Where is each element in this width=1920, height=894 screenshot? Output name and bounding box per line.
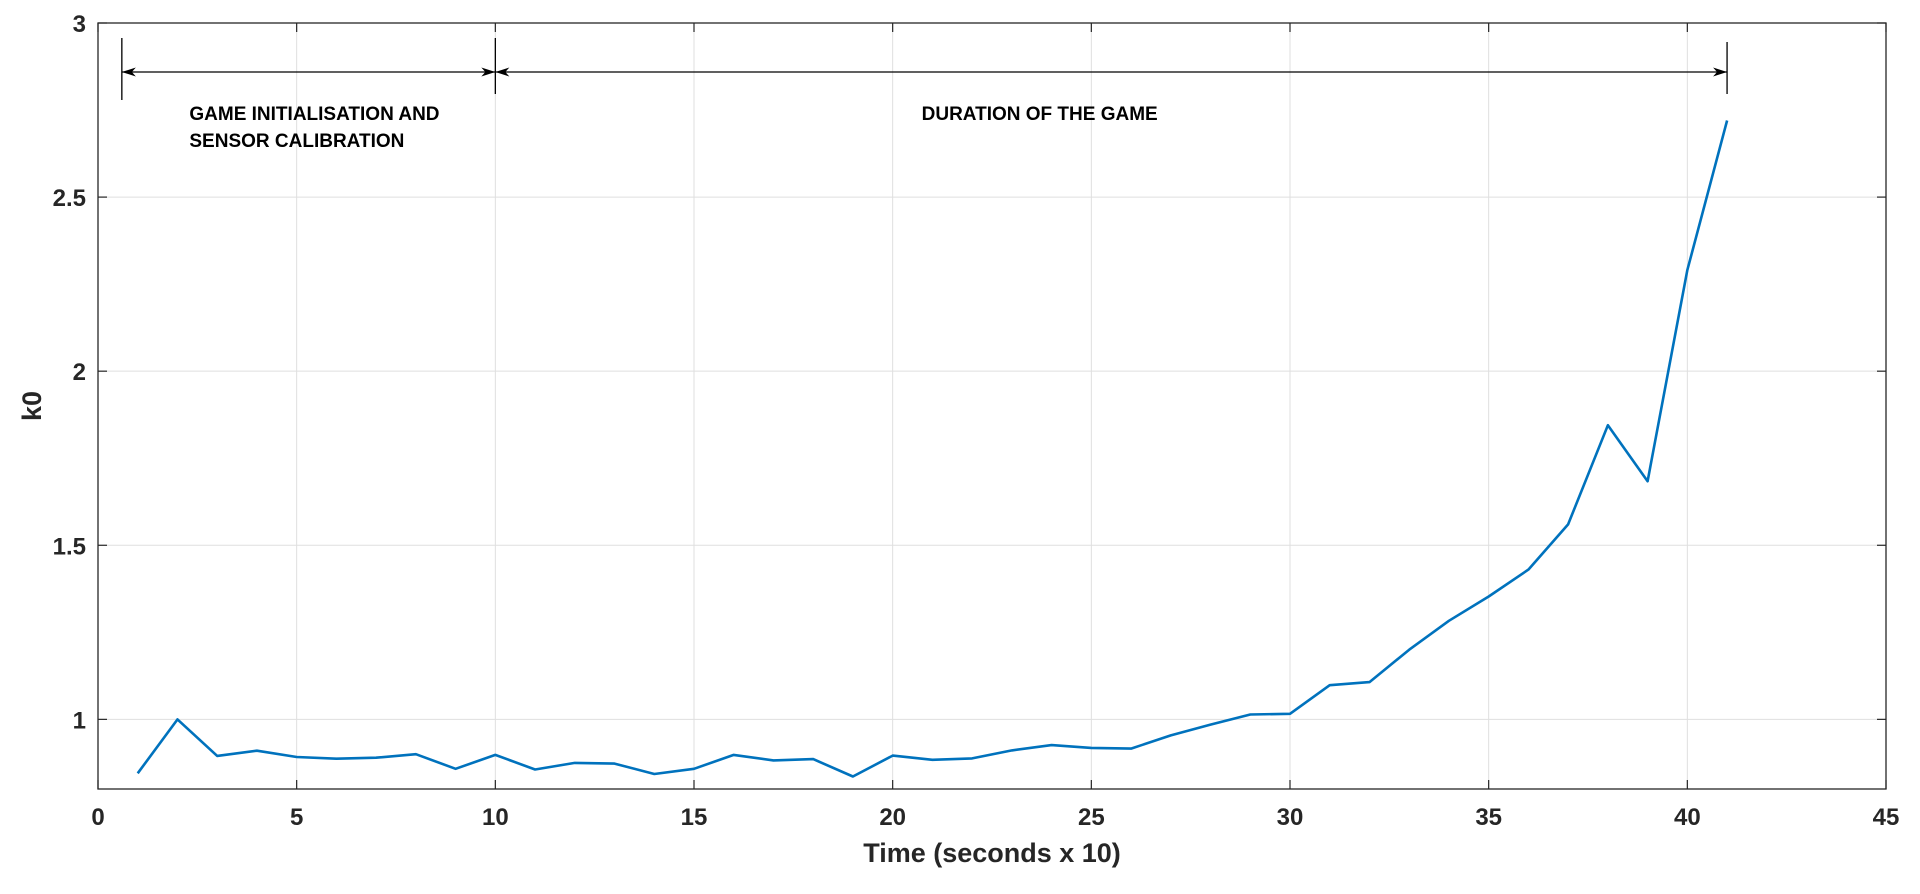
annotation-label: GAME INITIALISATION AND — [189, 104, 439, 125]
arrow-head — [481, 67, 496, 77]
y-tick-label: 1 — [73, 707, 86, 734]
y-axis-tick-labels: 1 1.5 2 2.5 3 — [53, 11, 86, 734]
x-tick-label: 30 — [1277, 804, 1304, 831]
annotation-label: DURATION OF THE GAME — [922, 104, 1158, 125]
series-line-k0 — [136, 120, 1729, 778]
x-tick-label: 0 — [91, 804, 104, 831]
annotation-init: GAME INITIALISATION AND SENSOR CALIBRATIO… — [121, 71, 496, 152]
grid-lines — [97, 22, 1887, 789]
x-tick-label: 25 — [1078, 804, 1105, 831]
phase-annotations: GAME INITIALISATION AND SENSOR CALIBRATIO… — [121, 38, 1728, 152]
y-tick-label: 1.5 — [53, 533, 86, 560]
arrow-head — [121, 67, 136, 77]
x-tick-label: 35 — [1475, 804, 1502, 831]
y-axis-title: k0 — [17, 391, 47, 421]
y-tick-label: 2 — [73, 359, 86, 386]
x-tick-label: 45 — [1873, 804, 1900, 831]
plot-area-frame — [97, 22, 1887, 790]
x-axis-tick-labels: 0 5 10 15 20 25 30 35 40 45 — [91, 804, 1899, 831]
y-tick-label: 3 — [73, 11, 86, 38]
x-tick-label: 10 — [482, 804, 509, 831]
annotation-label: SENSOR CALIBRATION — [189, 131, 404, 152]
x-tick-label: 20 — [879, 804, 906, 831]
tick-marks — [97, 22, 1887, 789]
arrow-head — [495, 67, 510, 77]
arrow-head — [1713, 67, 1728, 77]
x-tick-label: 15 — [681, 804, 708, 831]
x-tick-label: 40 — [1674, 804, 1701, 831]
x-tick-label: 5 — [290, 804, 303, 831]
y-tick-label: 2.5 — [53, 185, 86, 212]
annotation-game: DURATION OF THE GAME — [495, 71, 1728, 125]
x-axis-title: Time (seconds x 10) — [863, 838, 1121, 868]
